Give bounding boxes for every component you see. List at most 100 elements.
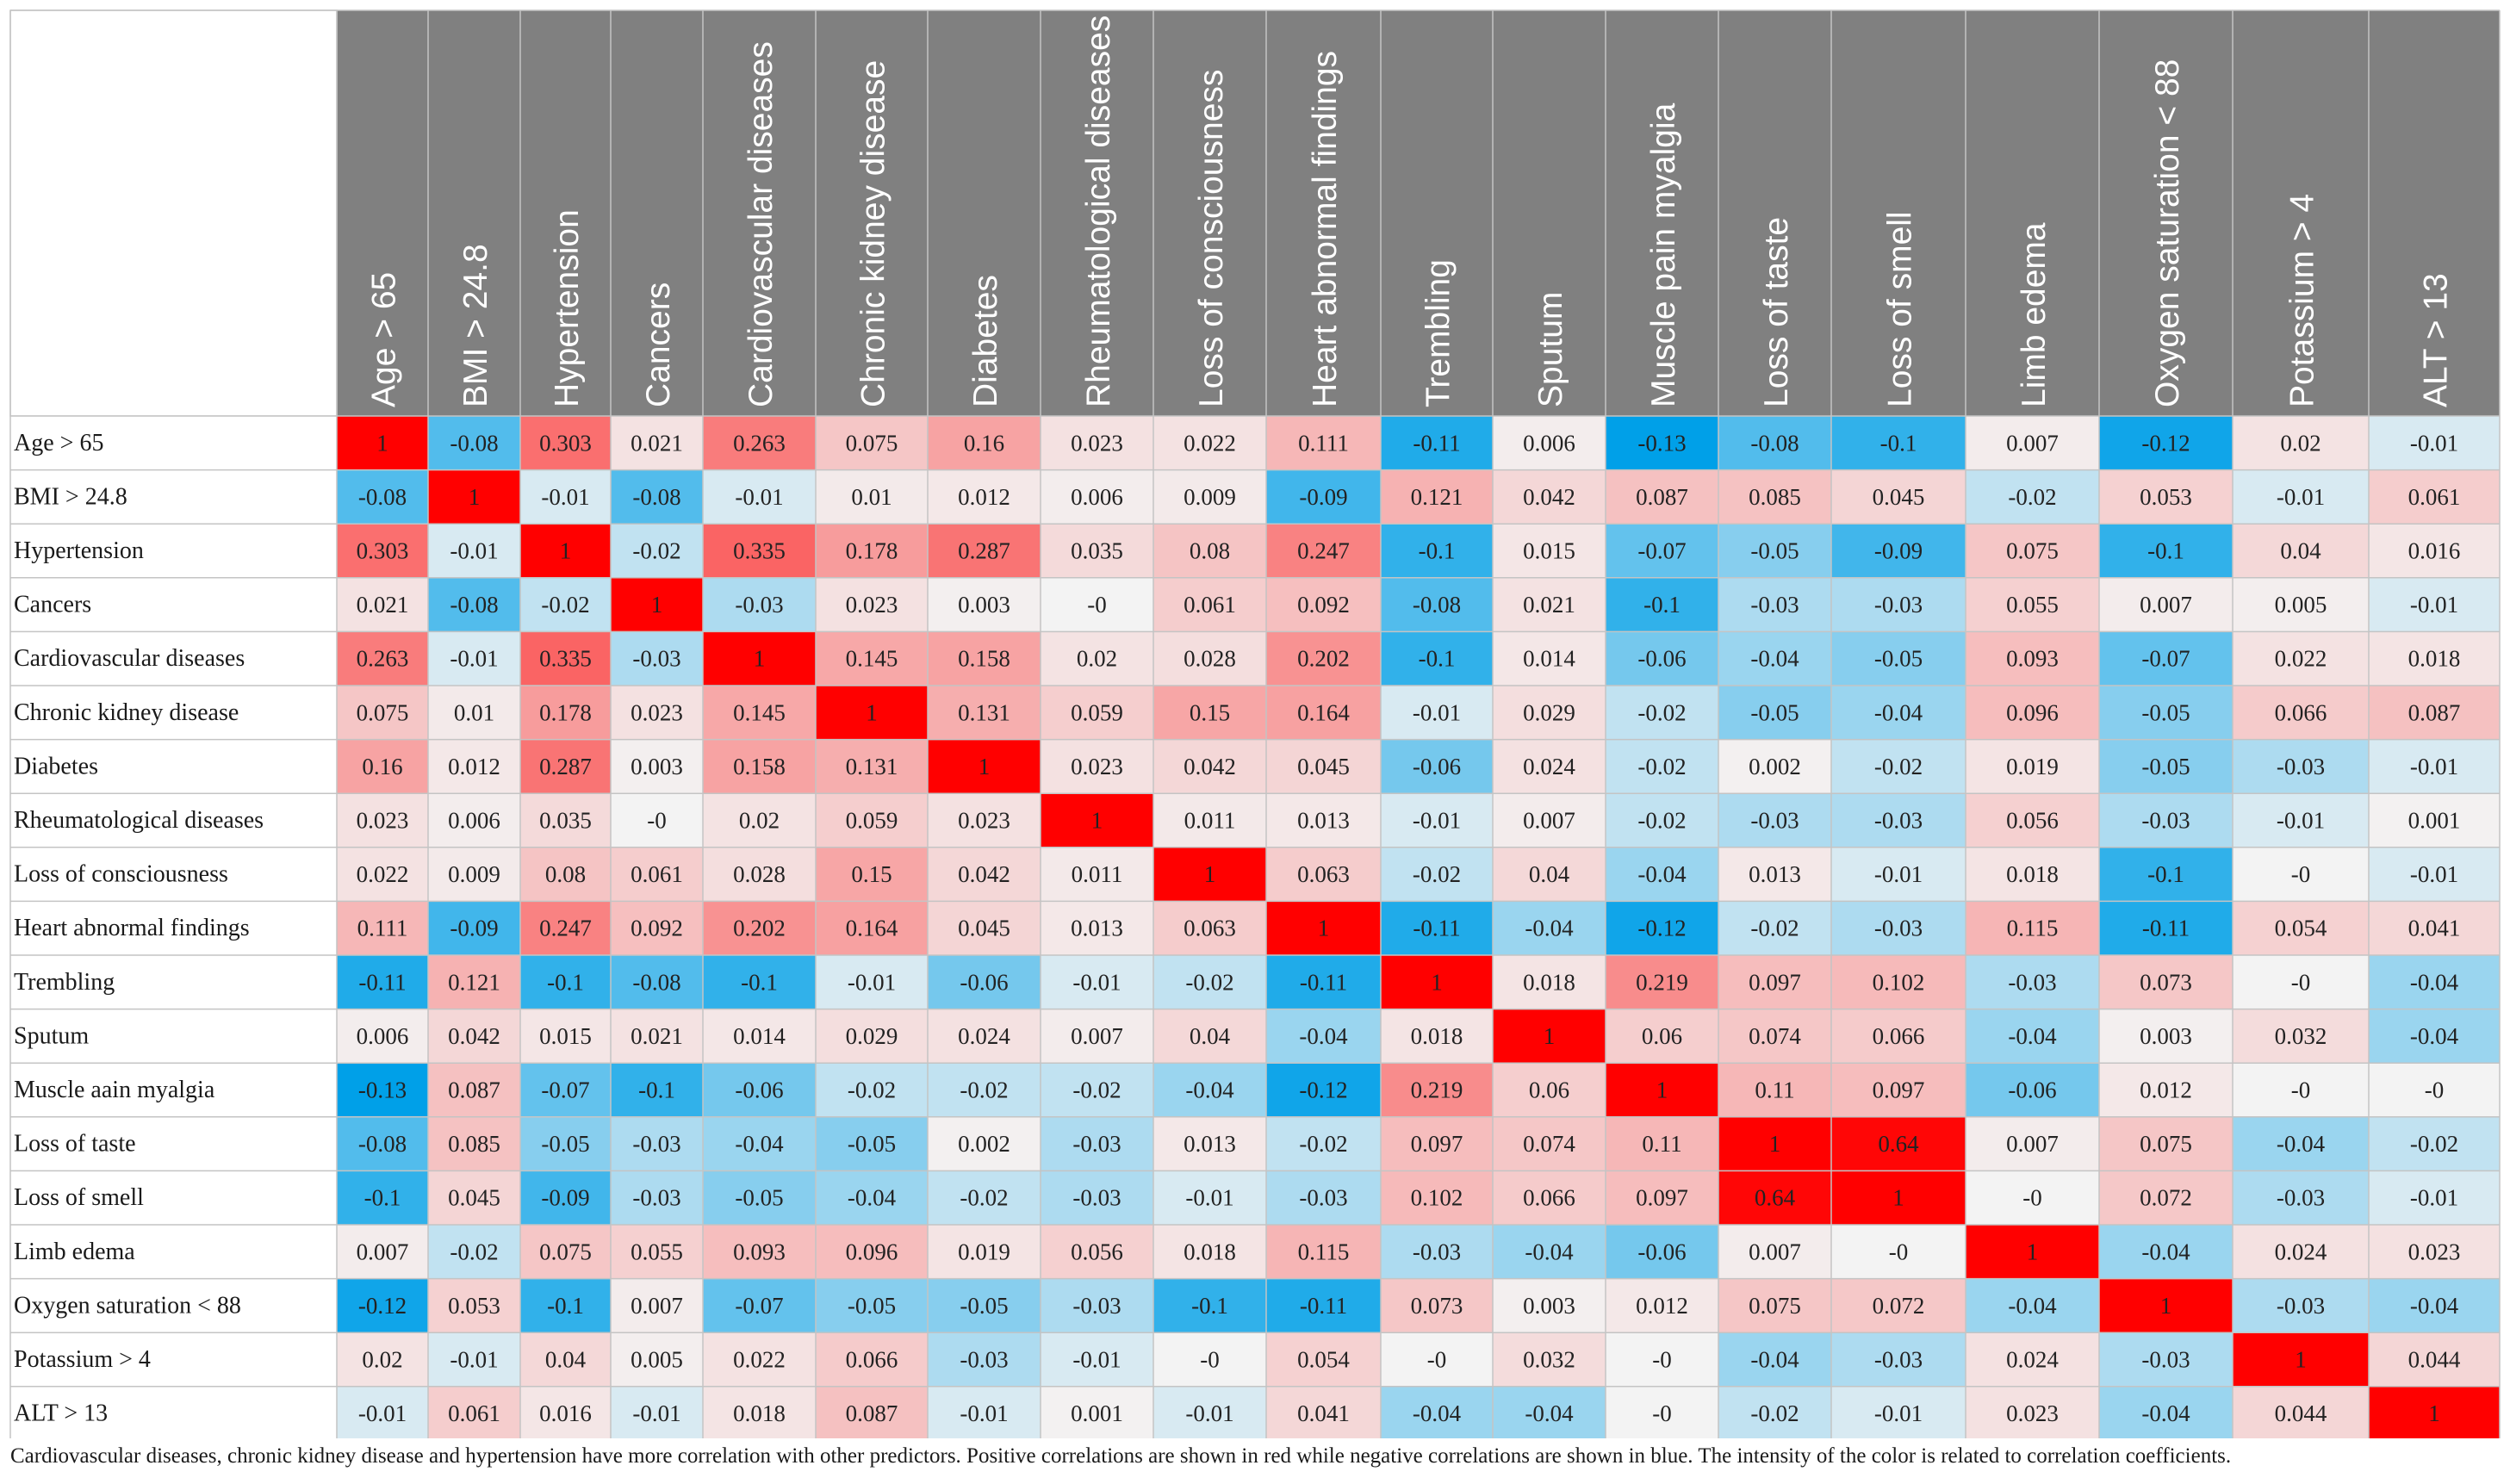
heatmap-cell (703, 901, 816, 955)
heatmap-cell (1153, 739, 1266, 794)
cell-value: -0.08 (358, 1131, 407, 1157)
heatmap-cell (1606, 1225, 1718, 1279)
cell-value: 0.002 (958, 1131, 1010, 1157)
heatmap-cell (520, 577, 611, 632)
heatmap-cell (2233, 847, 2369, 902)
cell-value: -0.01 (2410, 861, 2458, 887)
row-label-cell (10, 1116, 337, 1171)
heatmap-cell (2369, 416, 2500, 470)
cell-value: -0.05 (960, 1293, 1008, 1319)
cell-value: 0.035 (1071, 538, 1123, 564)
cell-value: 0.012 (1636, 1293, 1688, 1319)
heatmap-cell (1831, 955, 1966, 1009)
cell-value: -0.04 (1874, 699, 1923, 725)
heatmap-cell (1041, 1225, 1153, 1279)
row-label-cell (10, 847, 337, 902)
cell-value: -0.02 (1299, 1131, 1347, 1157)
cell-value: -0.01 (541, 484, 589, 510)
heatmap-cell (1493, 1225, 1606, 1279)
heatmap-cell (816, 686, 928, 740)
cell-value: 0.007 (2006, 1131, 2059, 1157)
cell-value: 0.003 (958, 592, 1010, 618)
heatmap-cell (703, 1009, 816, 1064)
cell-value: 0.006 (1071, 484, 1123, 510)
heatmap-cell (1831, 469, 1966, 525)
heatmap-cell (520, 1009, 611, 1064)
cell-value: 0.032 (1523, 1347, 1575, 1373)
cell-value: 0.111 (1298, 430, 1349, 456)
row-label: Heart abnormal findings (14, 915, 250, 941)
cell-value: 0.097 (1411, 1131, 1463, 1157)
cell-value: -0.03 (1874, 916, 1923, 941)
heatmap-cell (1606, 1332, 1718, 1387)
cell-value: 0.219 (1411, 1077, 1463, 1103)
heatmap-cell (816, 1386, 928, 1438)
cell-value: 0.011 (1072, 861, 1123, 887)
column-header-label: Muscle pain myalgia (1645, 102, 1682, 407)
cell-value: -0.03 (632, 1131, 680, 1157)
cell-value: -0.09 (450, 916, 498, 941)
cell-value: -0.04 (735, 1131, 784, 1157)
heatmap-cell (2233, 1116, 2369, 1171)
heatmap-cell (1831, 631, 1966, 686)
cell-value: -0.01 (1413, 808, 1461, 834)
cell-value: -0.07 (2141, 646, 2190, 672)
heatmap-cell (2233, 1170, 2369, 1225)
heatmap-cell (337, 686, 428, 740)
cell-value: -0.05 (848, 1131, 896, 1157)
row-label: Oxygen saturation < 88 (14, 1292, 241, 1319)
heatmap-cell (611, 631, 703, 686)
cell-value: 0.007 (2140, 592, 2192, 618)
heatmap-cell (703, 577, 816, 632)
column-header-label: Loss of taste (1758, 217, 1795, 407)
cell-value: 0.092 (631, 916, 683, 941)
cell-value: -0.1 (547, 1293, 584, 1319)
cell-value: 0.005 (631, 1347, 683, 1373)
cell-value: 0.042 (958, 861, 1010, 887)
heatmap-cell (428, 416, 520, 470)
column-header-label: Cardiovascular diseases (742, 41, 780, 407)
heatmap-cell (703, 1116, 816, 1171)
cell-value: -0.1 (547, 969, 584, 995)
heatmap-cell (337, 847, 428, 902)
cell-value: -0.03 (2277, 754, 2325, 779)
cell-value: -0.11 (1413, 430, 1460, 456)
cell-value: -0.04 (2141, 1239, 2190, 1264)
heatmap-cell (1153, 631, 1266, 686)
heatmap-cell (2369, 577, 2500, 632)
table-caption: Cardiovascular diseases, chronic kidney … (10, 1444, 2232, 1468)
cell-value: -0.05 (735, 1185, 783, 1211)
cell-value: -0.08 (1750, 430, 1799, 456)
heatmap-cell (520, 686, 611, 740)
heatmap-cell (1381, 577, 1493, 632)
cell-value: -0.02 (1185, 969, 1233, 995)
row-label-cell (10, 955, 337, 1009)
heatmap-cell (1381, 1386, 1493, 1438)
heatmap-cell (1831, 847, 1966, 902)
cell-value: 1 (1318, 916, 1330, 941)
cell-value: -0.03 (2141, 808, 2190, 834)
heatmap-cell (1153, 793, 1266, 848)
cell-value: -0.08 (450, 592, 498, 618)
heatmap-cell (428, 631, 520, 686)
heatmap-cell (1718, 1332, 1831, 1387)
heatmap-cell (1266, 1170, 1381, 1225)
cell-value: 1 (1656, 1077, 1668, 1103)
heatmap-cell (1493, 955, 1606, 1009)
heatmap-cell (1493, 686, 1606, 740)
cell-value: 0.024 (1523, 754, 1575, 779)
heatmap-cell (1153, 1225, 1266, 1279)
row-label: Age > 65 (14, 430, 103, 456)
cell-value: 0.005 (2275, 592, 2327, 618)
heatmap-cell (2369, 631, 2500, 686)
heatmap-cell (520, 793, 611, 848)
heatmap-cell (816, 577, 928, 632)
heatmap-cell (816, 1170, 928, 1225)
heatmap-cell (428, 1116, 520, 1171)
heatmap-cell (1041, 1332, 1153, 1387)
heatmap-cell (1718, 686, 1831, 740)
heatmap-cell (1041, 686, 1153, 740)
cell-value: -0.06 (735, 1077, 783, 1103)
cell-value: 0.073 (1411, 1293, 1463, 1319)
cell-value: 0.056 (1071, 1239, 1123, 1264)
